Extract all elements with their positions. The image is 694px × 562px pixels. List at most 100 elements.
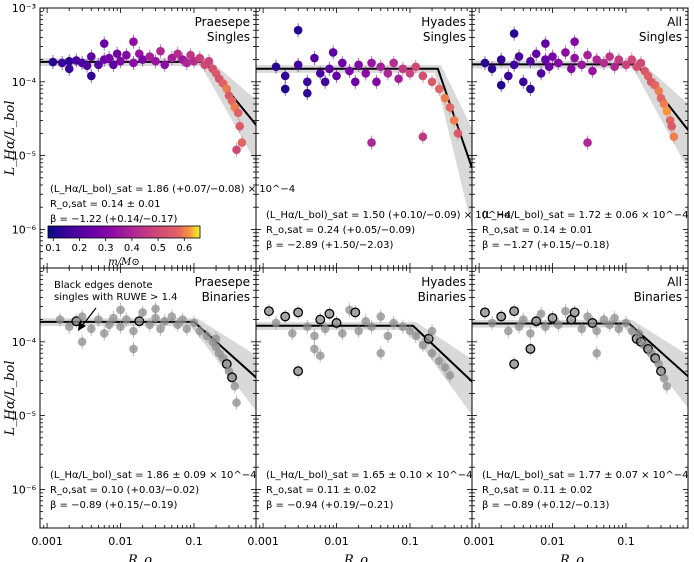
fit-parameter-text: (L_Hα/L_bol)_sat = 1.72 ± 0.06 × 10^−4 <box>482 210 689 221</box>
x-axis-label: R_o <box>559 553 584 562</box>
data-point <box>338 329 347 338</box>
data-point <box>398 64 408 74</box>
data-point <box>156 324 165 334</box>
data-point <box>367 322 376 332</box>
data-point <box>569 307 580 318</box>
data-point <box>605 52 614 61</box>
data-point <box>71 316 82 327</box>
data-point <box>122 50 131 60</box>
data-point <box>525 344 536 354</box>
data-point <box>614 324 624 334</box>
data-point <box>87 71 96 81</box>
panel-plot-area <box>256 302 472 415</box>
data-point <box>662 106 672 116</box>
x-tick-label: 0.001 <box>463 535 495 548</box>
panel-subtitle: Binaries <box>634 290 682 304</box>
fit-parameter-text: β = −2.89 (+1.50/−2.03) <box>266 240 394 251</box>
data-point <box>156 46 165 56</box>
data-point <box>315 69 325 78</box>
data-point <box>479 307 490 318</box>
panel-subtitle: Singles <box>207 30 250 44</box>
x-tick-label: 0.01 <box>324 535 349 548</box>
data-point <box>480 58 490 68</box>
data-point <box>561 306 570 316</box>
data-point <box>116 305 125 315</box>
data-point <box>116 322 125 332</box>
data-point <box>583 312 592 321</box>
data-point <box>610 313 619 323</box>
data-point <box>129 326 138 336</box>
data-point <box>367 58 376 68</box>
panel-subtitle: Singles <box>423 30 466 44</box>
fit-parameter-text: β = −0.89 (+0.15/−0.19) <box>50 500 178 511</box>
data-point <box>561 48 570 57</box>
panel-plot-area <box>472 26 688 170</box>
data-point <box>99 329 109 338</box>
data-point <box>577 324 587 334</box>
data-point <box>599 58 609 68</box>
data-point <box>64 56 74 66</box>
data-point <box>389 58 398 68</box>
data-point <box>605 320 614 330</box>
data-point <box>634 329 644 338</box>
data-point <box>394 74 403 84</box>
colorbar-tick-label: 0.3 <box>98 243 114 254</box>
panels-layer: 10⁻⁶10⁻⁵10⁻⁴10⁻³L_Hα/L_bolPraesepeSingle… <box>3 2 689 562</box>
panel-title: All <box>667 275 682 289</box>
data-point <box>271 62 281 72</box>
data-point <box>151 56 160 66</box>
data-point <box>372 77 381 87</box>
data-point <box>526 329 535 338</box>
data-point <box>541 55 550 64</box>
panel-plot-area <box>472 304 688 408</box>
data-point <box>293 60 303 70</box>
data-point <box>588 66 597 76</box>
panel-title: All <box>667 15 682 29</box>
data-point <box>566 64 576 74</box>
data-point <box>577 60 587 70</box>
data-point <box>338 58 347 68</box>
fit-parameter-text: β = −1.22 (+0.14/−0.17) <box>50 214 178 225</box>
data-point <box>211 334 221 344</box>
fit-parameter-text: R_o,sat = 0.11 ± 0.02 <box>266 485 377 496</box>
data-point <box>232 398 241 407</box>
data-point <box>87 52 96 61</box>
fit-parameter-text: (L_Hα/L_bol)_sat = 1.86 ± 0.09 × 10^−4 <box>50 470 257 481</box>
x-axis-label: R_o <box>343 553 368 562</box>
data-point <box>271 318 281 328</box>
data-point <box>230 381 240 391</box>
data-point <box>526 84 535 94</box>
fit-parameter-text: β = −1.27 (+0.15/−0.18) <box>482 240 610 251</box>
data-point <box>361 69 371 78</box>
data-point <box>151 313 160 323</box>
data-point <box>544 62 554 72</box>
data-point <box>440 363 450 372</box>
data-point <box>411 62 421 72</box>
data-point <box>138 308 147 317</box>
data-point <box>434 356 444 366</box>
data-point <box>449 116 459 125</box>
annotation-text: singles with RUWE > 1.4 <box>54 292 178 303</box>
annotation-arrowhead <box>78 322 86 331</box>
data-point <box>55 315 65 324</box>
y-axis-label: L_Hα/L_bol <box>3 360 18 436</box>
data-point <box>116 56 125 66</box>
data-point <box>418 71 428 81</box>
data-point <box>345 66 354 76</box>
y-tick-label: 10⁻⁵ <box>12 150 36 163</box>
data-point <box>570 37 579 46</box>
data-point <box>315 351 325 360</box>
data-point <box>145 52 155 61</box>
data-point <box>541 322 550 332</box>
y-tick-label: 10⁻⁶ <box>12 483 37 496</box>
data-point <box>667 121 677 131</box>
data-point <box>182 58 192 68</box>
colorbar-tick-label: 0.6 <box>176 243 192 254</box>
data-point <box>233 108 243 118</box>
data-point <box>112 49 122 59</box>
x-tick-label: 0.1 <box>185 535 203 548</box>
data-point <box>82 61 92 71</box>
data-point <box>434 84 444 94</box>
data-point <box>418 132 428 142</box>
